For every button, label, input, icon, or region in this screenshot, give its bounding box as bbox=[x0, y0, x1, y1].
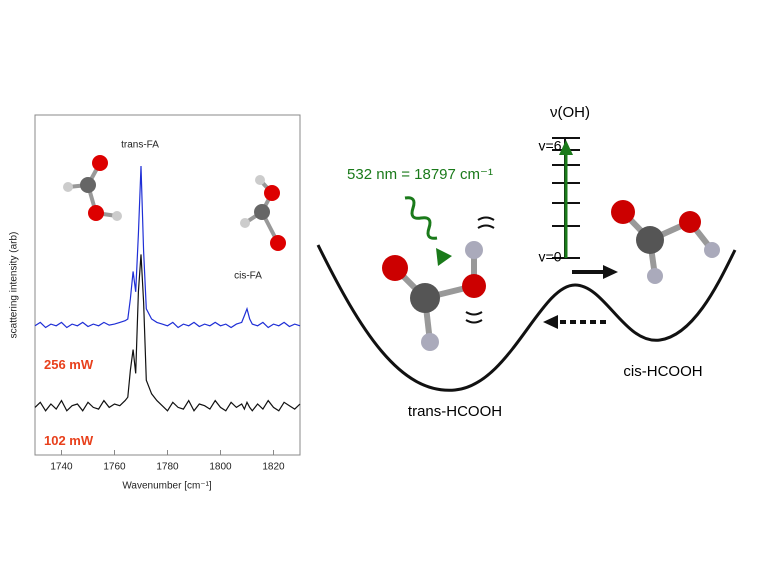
arrowhead bbox=[436, 248, 452, 266]
x-tick-label: 1800 bbox=[209, 462, 232, 473]
y-axis-label: scattering intensity (arb) bbox=[9, 232, 20, 339]
level-label: v=6 bbox=[539, 138, 562, 154]
excitation-label: 532 nm = 18797 cm⁻¹ bbox=[347, 166, 493, 183]
arrowhead bbox=[603, 265, 618, 279]
x-tick-label: 1780 bbox=[156, 462, 179, 473]
annotation: cis-FA bbox=[234, 271, 262, 282]
molecule-cis bbox=[240, 175, 286, 251]
x-axis-label: Wavenumber [cm⁻¹] bbox=[122, 481, 212, 492]
well-label: trans-HCOOH bbox=[408, 403, 502, 420]
series-label: 102 mW bbox=[44, 433, 94, 448]
x-tick-label: 1760 bbox=[103, 462, 126, 473]
arrowhead bbox=[543, 315, 558, 329]
x-tick-label: 1820 bbox=[262, 462, 285, 473]
level-title: ν(OH) bbox=[550, 104, 590, 121]
x-tick-label: 1740 bbox=[50, 462, 73, 473]
well-label: cis-HCOOH bbox=[623, 363, 702, 380]
spectrum-line bbox=[34, 165, 301, 329]
spectrum-line bbox=[34, 254, 301, 412]
annotation: trans-FA bbox=[121, 140, 159, 151]
arrowhead bbox=[559, 140, 573, 155]
potential-curve bbox=[316, 244, 737, 392]
level-label: v=0 bbox=[539, 249, 562, 265]
plot-frame bbox=[34, 114, 301, 456]
photon bbox=[404, 196, 438, 240]
molecule-cis-large bbox=[611, 200, 720, 284]
molecule-trans-large bbox=[382, 216, 495, 351]
series-label: 256 mW bbox=[44, 357, 94, 372]
molecule-trans bbox=[63, 155, 122, 221]
